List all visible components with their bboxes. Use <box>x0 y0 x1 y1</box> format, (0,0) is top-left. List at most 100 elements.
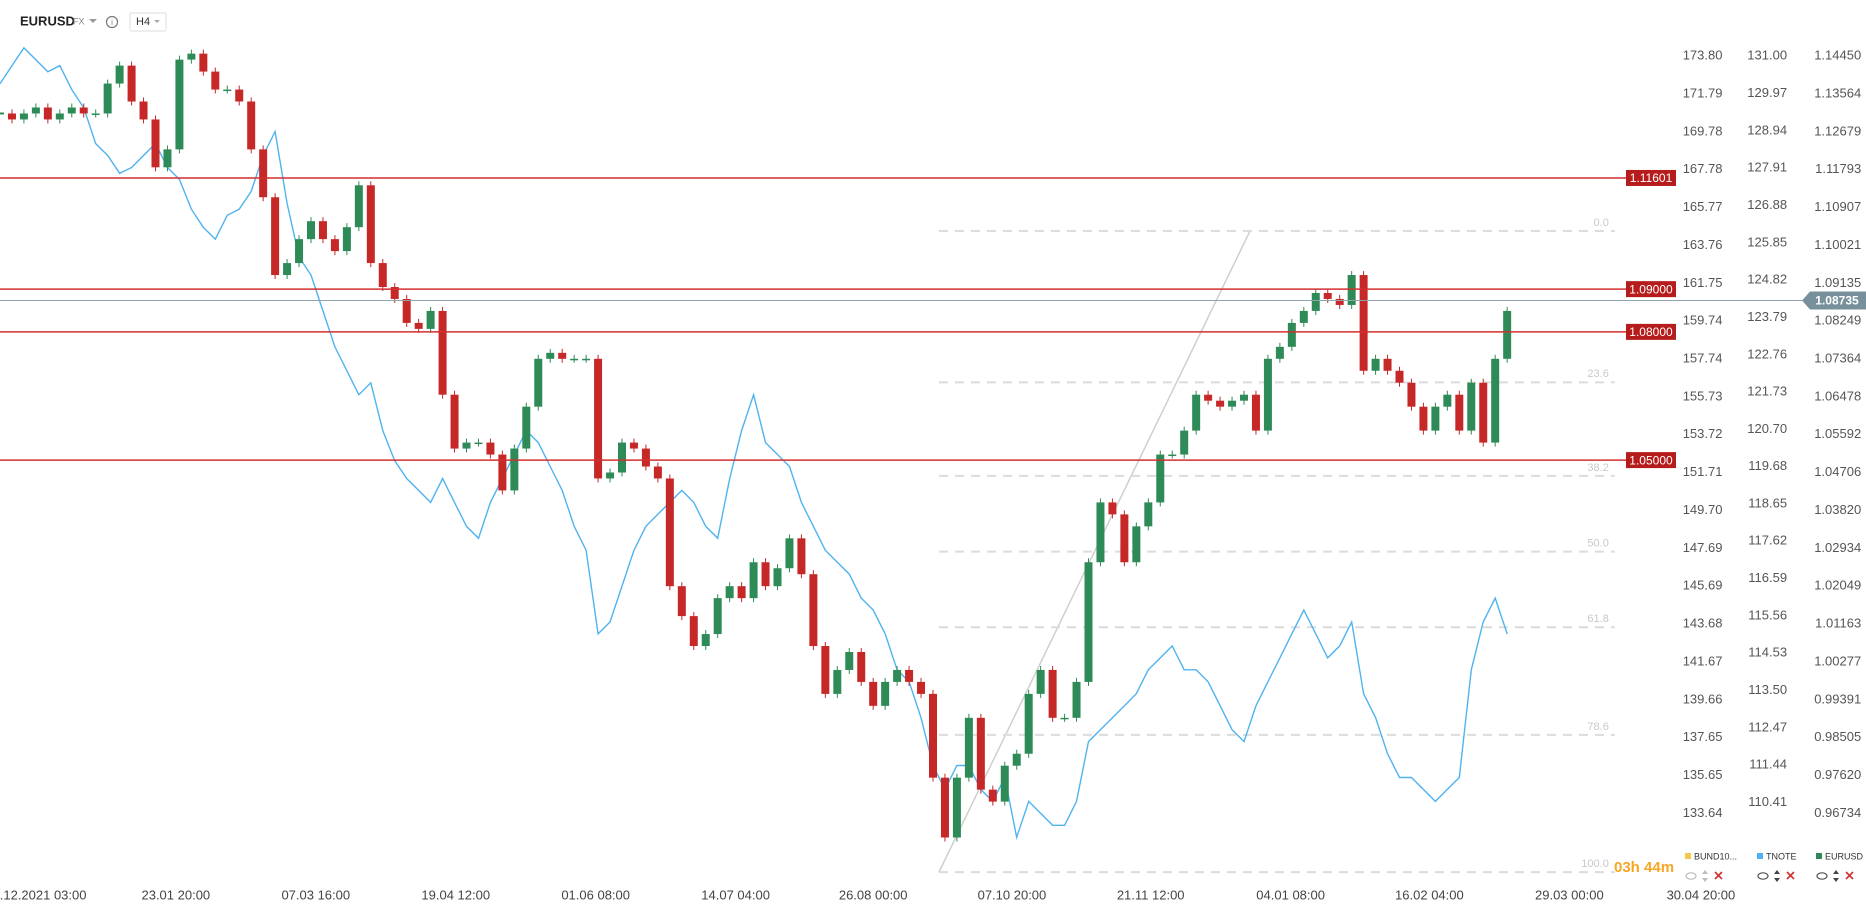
reorder-icon[interactable] <box>1702 870 1708 882</box>
candle <box>414 322 423 329</box>
y-tick-label: 135.65 <box>1683 767 1723 782</box>
x-tick-label: 30.04 20:00 <box>1667 887 1736 902</box>
candle <box>307 221 315 240</box>
y-tick-label: 1.06478 <box>1814 388 1861 403</box>
candle <box>1204 394 1213 401</box>
candle <box>570 358 579 361</box>
candle <box>665 478 674 587</box>
candle <box>1479 382 1488 443</box>
y-tick-label: 145.69 <box>1683 578 1723 593</box>
candle <box>318 221 327 240</box>
y-tick-label: 1.09135 <box>1814 275 1861 290</box>
reorder-icon[interactable] <box>1774 870 1780 882</box>
candle <box>653 466 662 479</box>
timeframe-caret <box>154 20 160 23</box>
candle <box>1132 526 1141 563</box>
visibility-icon[interactable] <box>1685 872 1697 880</box>
price-levels: 1.11601 1.09000 1.08000 1.05000 1.08735 <box>0 169 1866 469</box>
y-tick-label: 129.97 <box>1747 85 1787 100</box>
candle <box>1311 292 1320 311</box>
candle <box>1168 454 1177 457</box>
price-level-label: 1.11601 <box>1630 171 1673 185</box>
legend-swatch <box>1816 853 1822 859</box>
candle <box>199 53 208 72</box>
market: FX <box>73 16 85 26</box>
footer: 03h 44m <box>1614 859 1674 876</box>
candle <box>582 358 591 361</box>
candle <box>546 352 555 359</box>
candle <box>857 652 866 682</box>
candle <box>1000 765 1009 802</box>
candle <box>1335 298 1344 305</box>
y-tick-label: 1.02934 <box>1814 540 1861 555</box>
y-tick-label: 1.03820 <box>1814 502 1861 517</box>
y-tick-label: 1.07364 <box>1814 350 1861 365</box>
candle <box>1467 382 1476 431</box>
price-level-label: 1.05000 <box>1629 453 1673 467</box>
remove-icon[interactable] <box>1786 871 1795 880</box>
x-tick-label: 01.06 08:00 <box>561 887 630 902</box>
candle <box>0 112 4 115</box>
candle <box>737 586 746 599</box>
remove-icon[interactable] <box>1714 871 1723 880</box>
y-tick-label: 1.11793 <box>1815 161 1861 176</box>
candle <box>426 310 435 329</box>
symbol: EURUSD <box>20 13 75 28</box>
candle <box>1228 400 1237 407</box>
price-level-box <box>1626 323 1676 340</box>
line-series <box>0 46 1508 841</box>
y-tick-label: 1.14450 <box>1814 48 1861 63</box>
reorder-icon[interactable] <box>1833 870 1839 882</box>
candle <box>1491 358 1500 443</box>
candle <box>486 442 495 455</box>
y-tick-label: 120.70 <box>1747 421 1787 436</box>
x-tick-label: 26.08 00:00 <box>839 887 908 902</box>
x-tick-label: 16.02 04:00 <box>1395 887 1464 902</box>
remove-icon[interactable] <box>1845 871 1854 880</box>
candle <box>1443 394 1452 407</box>
candle <box>845 652 854 670</box>
visibility-icon[interactable] <box>1816 872 1828 880</box>
price-level-box <box>1626 281 1676 298</box>
candle <box>1096 502 1105 563</box>
candle <box>881 681 890 706</box>
info-icon[interactable] <box>105 15 119 29</box>
timeframe-box[interactable] <box>129 12 167 32</box>
y-tick-label: 173.80 <box>1683 48 1723 63</box>
candle <box>223 89 232 92</box>
candle <box>964 717 973 778</box>
legend-label: BUND10... <box>1694 851 1737 861</box>
candle <box>976 717 985 790</box>
y-tick-label: 149.70 <box>1683 502 1723 517</box>
legend-swatch <box>1757 853 1763 859</box>
candle <box>618 442 626 473</box>
candle <box>725 586 734 599</box>
y-tick-label: 126.88 <box>1747 197 1787 212</box>
candle <box>79 107 88 114</box>
dropdown-caret[interactable] <box>89 19 97 23</box>
candle <box>366 185 375 264</box>
y-tick-label: 1.00277 <box>1814 653 1861 668</box>
candle <box>558 352 567 359</box>
visibility-icon[interactable] <box>1757 872 1769 880</box>
y-tick-label: 127.91 <box>1747 160 1787 175</box>
y-tick-label: 128.94 <box>1747 122 1787 137</box>
y-tick-label: 1.01163 <box>1815 616 1861 631</box>
fib-level-label: 50.0 <box>1587 537 1608 549</box>
x-tick-label: 04.01 08:00 <box>1256 887 1325 902</box>
candle <box>498 454 507 491</box>
candle <box>211 71 220 90</box>
price-level-box <box>1626 452 1676 469</box>
candle <box>1347 275 1356 305</box>
x-tick-label: 29.03 00:00 <box>1535 887 1604 902</box>
candle <box>438 310 447 395</box>
candle <box>929 693 937 778</box>
candle <box>7 113 16 120</box>
y-tick-label: 1.08249 <box>1814 313 1861 328</box>
candle <box>151 119 160 168</box>
y-tick-label: 147.69 <box>1683 540 1723 555</box>
candle <box>1431 406 1440 431</box>
y-tick-label: 0.96734 <box>1814 805 1861 820</box>
y-tick-label: 124.82 <box>1747 272 1787 287</box>
